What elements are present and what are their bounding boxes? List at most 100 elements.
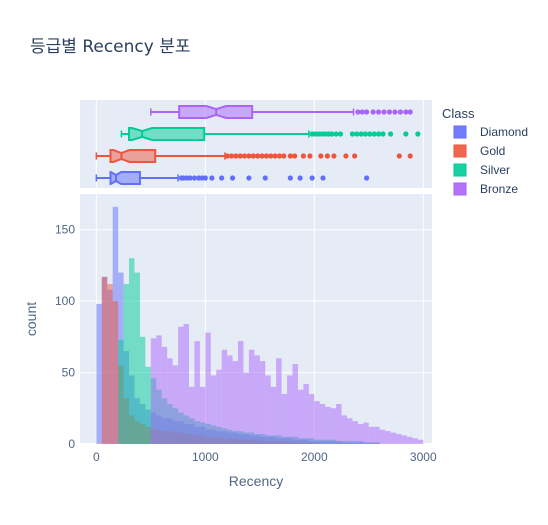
histogram-bar-bronze[interactable] [346,418,353,444]
histogram-bar-bronze[interactable] [199,386,206,444]
legend-item-bronze[interactable]: Bronze [453,182,518,196]
histogram-bar-bronze[interactable] [205,332,211,444]
box-outlier-point[interactable] [386,109,393,115]
histogram-bar-silver[interactable] [129,258,135,444]
histogram-bar-bronze[interactable] [254,355,260,444]
box-outlier-point[interactable] [337,131,344,137]
box-outlier-point[interactable] [281,153,287,159]
box-plot-diamond[interactable] [95,171,370,185]
box-outlier-point[interactable] [358,131,364,137]
box-outlier-point[interactable] [376,131,382,137]
box-outlier-point[interactable] [333,131,339,137]
histogram-bar-bronze[interactable] [232,361,239,444]
box-outlier-point[interactable] [255,153,261,159]
histogram-bar-bronze[interactable] [292,364,298,444]
histogram-bar-diamond[interactable] [96,304,102,444]
box-outlier-point[interactable] [262,175,268,181]
box-outlier-point[interactable] [318,153,324,159]
histogram-bar-bronze[interactable] [363,422,369,444]
box-plot-silver[interactable] [120,127,421,141]
box-outlier-point[interactable] [364,109,370,115]
histogram-bar-bronze[interactable] [379,429,386,444]
box-outlier-point[interactable] [233,153,239,159]
box-outlier-point[interactable] [367,131,373,137]
box-outlier-point[interactable] [272,153,278,159]
histogram-bar-bronze[interactable] [194,341,200,444]
histogram-bar-bronze[interactable] [336,404,342,444]
histogram-bar-silver[interactable] [145,366,151,444]
box-outlier-point[interactable] [287,153,293,159]
histogram-bar-bronze[interactable] [281,394,288,444]
histogram-bar-bronze[interactable] [357,424,364,444]
legend[interactable]: Class Diamond Gold Silver Bronze [442,106,528,196]
box-outlier-point[interactable] [228,153,235,159]
box-outlier-point[interactable] [381,109,387,115]
legend-item-diamond[interactable]: Diamond [453,125,528,139]
box-outlier-point[interactable] [229,175,236,181]
box-outlier-point[interactable] [403,131,409,137]
histogram-bar-bronze[interactable] [172,365,179,444]
box-outlier-point[interactable] [415,131,421,137]
histogram-bar-bronze[interactable] [167,358,173,444]
histogram-bar-bronze[interactable] [210,375,217,444]
histogram-bar-silver[interactable] [134,272,140,444]
histogram-bar-gold[interactable] [112,301,119,444]
box-outlier-point[interactable] [324,153,330,159]
box-outlier-point[interactable] [397,109,403,115]
box-outlier-point[interactable] [370,109,376,115]
box-outlier-point[interactable] [309,175,315,181]
box-outlier-point[interactable] [352,153,358,159]
box-outlier-point[interactable] [209,175,215,181]
box-outlier-point[interactable] [263,153,269,159]
box-outlier-point[interactable] [407,109,413,115]
box-outlier-point[interactable] [403,109,409,115]
histogram-bar-bronze[interactable] [341,415,347,444]
histogram-bar-bronze[interactable] [319,404,326,444]
histogram-bar-bronze[interactable] [265,375,271,444]
box-outlier-point[interactable] [219,175,225,181]
box-outlier-point[interactable] [268,153,274,159]
histogram-bar-bronze[interactable] [401,435,407,444]
histogram-bar-bronze[interactable] [406,436,413,444]
histogram-bar-bronze[interactable] [374,426,380,444]
histogram-bar-bronze[interactable] [352,421,358,444]
histogram-bar-bronze[interactable] [183,324,189,444]
box-outlier-point[interactable] [407,153,413,159]
histogram-bar-bronze[interactable] [396,434,402,444]
box-plot-bronze[interactable] [150,105,413,119]
histogram-bar-bronze[interactable] [303,384,309,444]
histogram-bar-silver[interactable] [123,284,130,444]
box-outlier-point[interactable] [237,153,243,159]
box-outlier-point[interactable] [343,153,349,159]
box-outlier-point[interactable] [396,153,402,159]
histogram-bar-bronze[interactable] [412,438,418,444]
box-outlier-point[interactable] [359,109,365,115]
box-outlier-point[interactable] [320,175,326,181]
histogram-bar-bronze[interactable] [330,408,337,444]
histogram-bar-bronze[interactable] [156,335,162,444]
box-outlier-point[interactable] [297,175,303,181]
box-outlier-point[interactable] [371,131,377,137]
box-outlier-point[interactable] [224,153,230,159]
histogram-bar-bronze[interactable] [390,432,397,444]
histogram-bar-gold[interactable] [107,284,113,444]
box-outlier-point[interactable] [187,175,193,181]
histogram-bar-bronze[interactable] [270,386,277,444]
box-outlier-point[interactable] [202,175,208,181]
box-outlier-point[interactable] [246,175,252,181]
box-outlier-point[interactable] [276,153,283,159]
box-outlier-point[interactable] [362,131,369,137]
histogram-bar-bronze[interactable] [368,426,375,444]
box-outlier-point[interactable] [380,131,386,137]
box-outlier-point[interactable] [329,131,335,137]
box-outlier-point[interactable] [355,109,361,115]
histogram-bar-bronze[interactable] [216,369,222,444]
histogram-bar-bronze[interactable] [178,326,184,444]
box-outlier-point[interactable] [250,153,256,159]
histogram-bar-bronze[interactable] [297,389,304,444]
box-outlier-point[interactable] [307,153,313,159]
box-outlier-point[interactable] [191,175,198,181]
histogram-bar-bronze[interactable] [221,349,228,444]
histogram-bar-silver[interactable] [118,339,124,444]
histogram-bar-bronze[interactable] [188,386,195,444]
